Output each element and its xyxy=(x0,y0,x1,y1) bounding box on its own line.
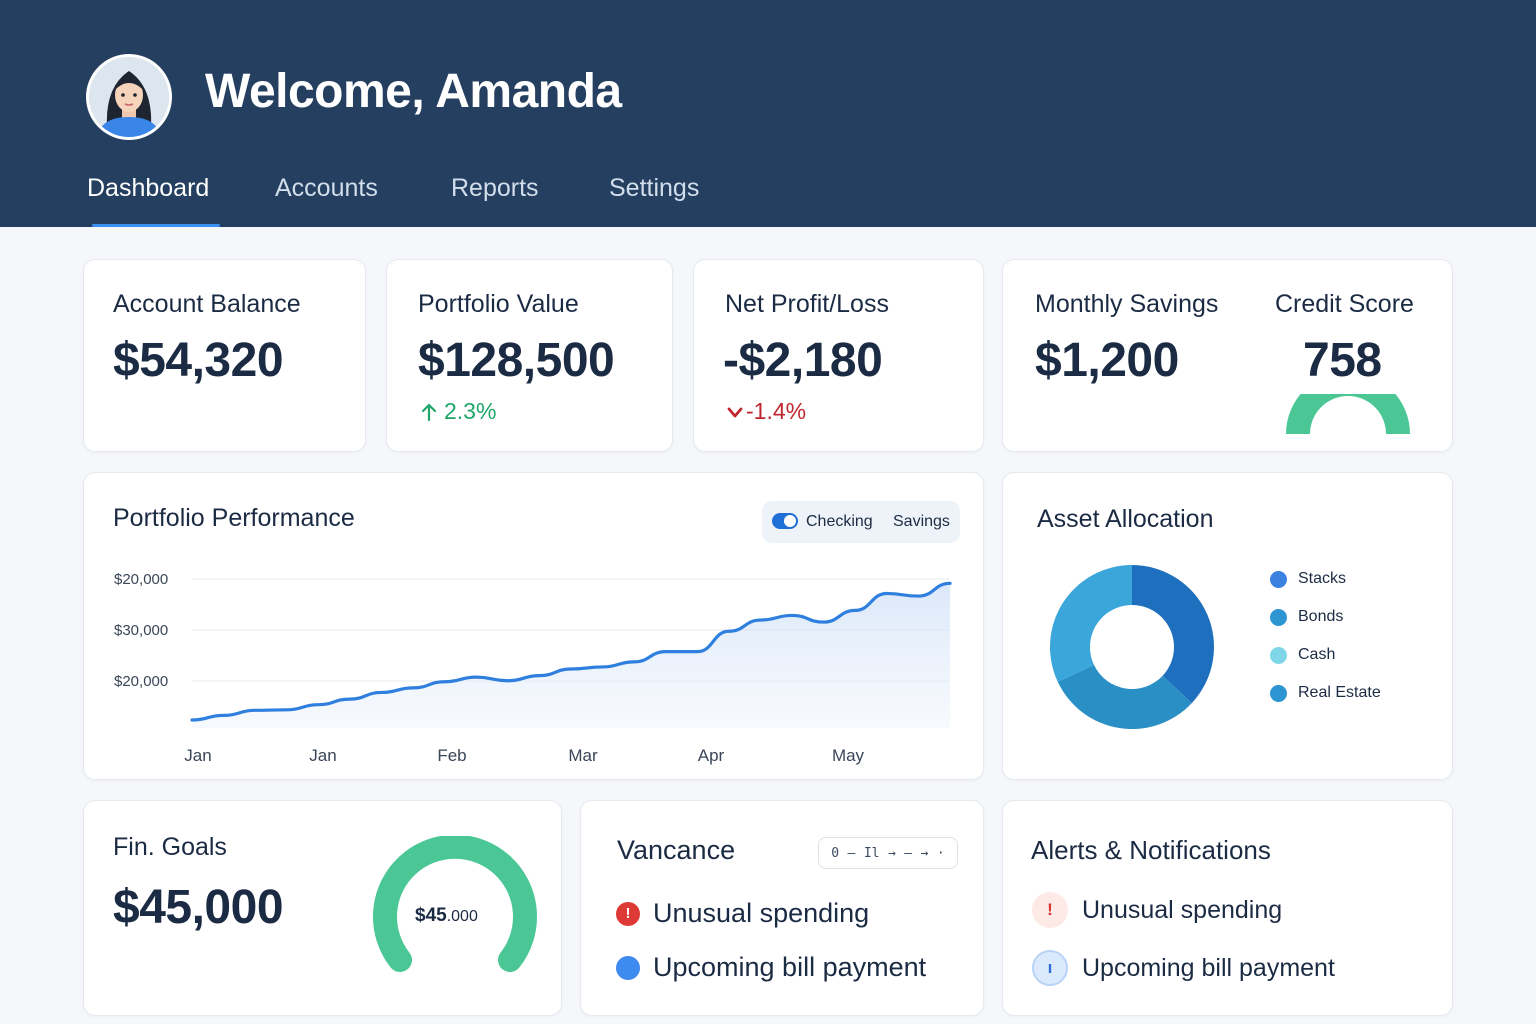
ctrl-arrow-2[interactable]: → xyxy=(920,845,929,861)
asset-allocation-donut xyxy=(1050,565,1214,729)
account-type-toggle: Checking Savings xyxy=(762,501,960,543)
legend-item-bonds: Bonds xyxy=(1270,608,1343,626)
alert-item-upcoming-bill[interactable]: ı Upcoming bill payment xyxy=(1032,950,1335,986)
legend-label: Real Estate xyxy=(1298,684,1381,701)
net-profit-card xyxy=(693,259,984,452)
tab-reports[interactable]: Reports xyxy=(451,174,539,202)
net-profit-value: -$2,180 xyxy=(723,334,883,387)
legend-label: Cash xyxy=(1298,646,1336,663)
fin-goals-title: Fin. Goals xyxy=(113,833,227,861)
legend-dot-icon xyxy=(1270,684,1287,702)
toggle-knob xyxy=(784,515,796,527)
alert-item-unusual-spending[interactable]: ! Unusual spending xyxy=(1032,892,1282,928)
net-profit-delta-text: -1.4% xyxy=(746,398,807,424)
checking-toggle-switch[interactable] xyxy=(772,513,798,529)
legend-dot-icon xyxy=(1270,608,1287,626)
arrow-up-icon xyxy=(421,403,437,421)
legend-dot-icon xyxy=(1270,646,1287,664)
vancance-item-upcoming-bill[interactable]: Upcoming bill payment xyxy=(616,952,926,983)
x-tick-label: Jan xyxy=(309,746,336,765)
ctrl-zero[interactable]: 0 xyxy=(831,845,840,861)
net-profit-label: Net Profit/Loss xyxy=(725,290,889,318)
user-avatar-icon xyxy=(89,57,169,137)
ctrl-dot[interactable]: · xyxy=(936,845,945,861)
ctrl-dash[interactable]: – xyxy=(847,845,856,861)
donut-slice[interactable] xyxy=(1057,664,1192,729)
y-tick-label: $20,000 xyxy=(114,673,168,690)
welcome-heading: Welcome, Amanda xyxy=(205,65,622,118)
portfolio-value-card xyxy=(386,259,673,452)
portfolio-value-label: Portfolio Value xyxy=(418,290,579,318)
savings-credit-card xyxy=(1002,259,1453,452)
series-area xyxy=(192,583,950,728)
x-tick-label: Feb xyxy=(437,746,466,765)
legend-item-stacks: Stacks xyxy=(1270,570,1346,588)
vancance-title: Vancance xyxy=(617,835,736,865)
vancance-controls: 0 – Il → – → · xyxy=(818,837,958,869)
legend-label: Bonds xyxy=(1298,608,1344,625)
alert-item-label: Upcoming bill payment xyxy=(1082,953,1335,982)
gauge-main-text: $45 xyxy=(415,905,447,926)
fin-goals-card xyxy=(83,800,562,1016)
account-balance-label: Account Balance xyxy=(113,290,301,318)
vancance-item-label: Upcoming bill payment xyxy=(653,952,927,982)
legend-item-real-estate: Real Estate xyxy=(1270,684,1381,702)
ctrl-arrow[interactable]: → xyxy=(887,845,896,861)
portfolio-value-delta-text: 2.3% xyxy=(444,398,497,424)
account-balance-card xyxy=(83,259,366,452)
fin-goals-gauge xyxy=(373,836,537,972)
active-tab-indicator xyxy=(92,224,220,227)
legend-label: Stacks xyxy=(1298,570,1347,587)
alerts-card xyxy=(1002,800,1453,1016)
tab-settings[interactable]: Settings xyxy=(609,174,700,202)
credit-score-gauge xyxy=(1286,394,1410,434)
x-tick-label: Mar xyxy=(568,746,598,765)
legend-dot-icon xyxy=(1270,570,1287,588)
alert-item-label: Unusual spending xyxy=(1082,895,1283,924)
tab-dashboard[interactable]: Dashboard xyxy=(87,174,210,202)
y-tick-label: $30,000 xyxy=(114,622,168,639)
ctrl-pause[interactable]: Il xyxy=(863,845,880,861)
portfolio-performance-chart: $20,000 $30,000 $20,000 Jan Jan Feb Mar Apr May xyxy=(114,571,952,765)
vancance-card xyxy=(580,800,984,1016)
toggle-option-savings[interactable]: Savings xyxy=(893,513,950,530)
warning-icon: ! xyxy=(1032,892,1068,928)
net-profit-delta: -1.4% xyxy=(726,398,806,425)
donut-slice[interactable] xyxy=(1132,565,1214,704)
app-header: Welcome, Amanda Dashboard Accounts Repor… xyxy=(0,0,1536,227)
donut-slice[interactable] xyxy=(1050,565,1132,682)
toggle-option-checking[interactable]: Checking xyxy=(806,513,873,530)
x-tick-label: May xyxy=(832,746,865,765)
x-tick-label: Jan xyxy=(184,746,211,765)
blue-dot-icon xyxy=(616,955,640,980)
fin-goals-gauge-label: $45.000 xyxy=(415,905,478,927)
portfolio-value-delta: 2.3% xyxy=(420,398,496,425)
y-tick-label: $20,000 xyxy=(114,571,168,588)
alerts-title: Alerts & Notifications xyxy=(1031,835,1271,865)
monthly-savings-label: Monthly Savings xyxy=(1035,290,1219,318)
asset-allocation-title: Asset Allocation xyxy=(1037,505,1214,533)
vancance-item-label: Unusual spending xyxy=(653,898,870,928)
avatar[interactable] xyxy=(86,54,172,140)
legend-item-cash: Cash xyxy=(1270,646,1335,664)
tab-accounts[interactable]: Accounts xyxy=(275,174,378,202)
account-balance-value: $54,320 xyxy=(113,334,284,387)
credit-score-label: Credit Score xyxy=(1275,290,1414,318)
vancance-item-unusual-spending[interactable]: ! Unusual spending xyxy=(616,898,869,929)
portfolio-performance-title: Portfolio Performance xyxy=(113,504,355,532)
portfolio-value-value: $128,500 xyxy=(418,334,615,387)
credit-score-value: 758 xyxy=(1303,334,1382,387)
monthly-savings-value: $1,200 xyxy=(1035,334,1179,387)
x-tick-label: Apr xyxy=(698,746,725,765)
main-tabs: Dashboard Accounts Reports Settings xyxy=(0,168,1536,227)
fin-goals-value: $45,000 xyxy=(113,881,284,934)
gauge-sub-text: .000 xyxy=(446,908,478,925)
chevron-down-icon xyxy=(727,407,743,417)
info-icon: ı xyxy=(1032,950,1068,986)
alert-circle-icon: ! xyxy=(616,901,640,926)
series-line xyxy=(190,581,952,722)
ctrl-dash-2[interactable]: – xyxy=(904,845,913,861)
